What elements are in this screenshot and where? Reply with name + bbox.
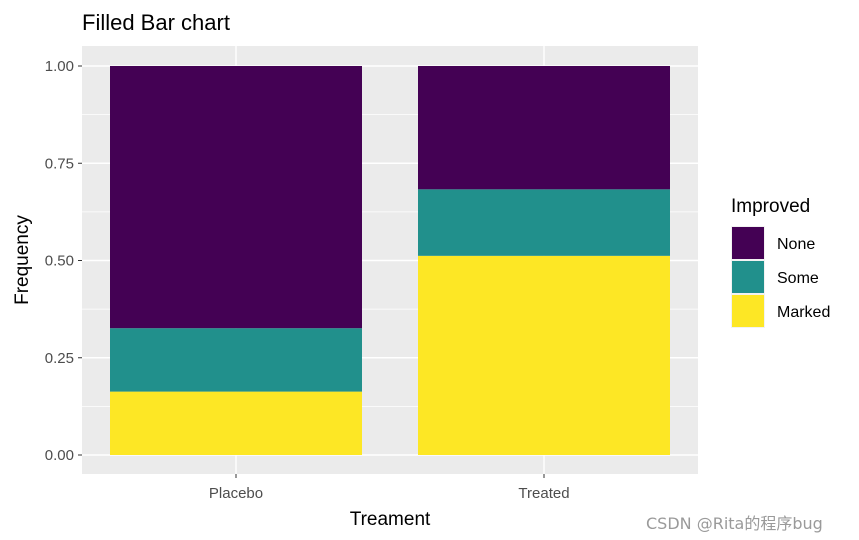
bar-placebo-marked xyxy=(110,391,362,455)
x-tick-label: Placebo xyxy=(209,485,263,502)
bar-placebo-some xyxy=(110,328,362,392)
y-axis: 0.00 0.25 0.50 0.75 1.00 xyxy=(45,58,82,464)
y-tick-label: 0.75 xyxy=(45,155,74,172)
x-axis: Placebo Treated xyxy=(209,474,570,502)
x-axis-title: Treament xyxy=(350,509,431,530)
legend-label-some: Some xyxy=(777,270,819,287)
bar-treated-none xyxy=(418,66,670,190)
y-tick-label: 0.00 xyxy=(45,447,74,464)
legend-swatch-some xyxy=(732,261,764,293)
x-tick-label: Treated xyxy=(518,485,569,502)
bar-treated-some xyxy=(418,189,670,256)
chart-title: Filled Bar chart xyxy=(82,10,230,35)
legend-title: Improved xyxy=(731,196,810,217)
legend-label-marked: Marked xyxy=(777,304,830,321)
y-tick-label: 0.25 xyxy=(45,350,74,367)
legend-label-none: None xyxy=(777,236,815,253)
bar-treated-marked xyxy=(418,255,670,455)
y-tick-label: 0.50 xyxy=(45,253,74,270)
legend-swatch-none xyxy=(732,227,764,259)
watermark: CSDN @Rita的程序bug xyxy=(646,514,823,533)
y-axis-title: Frequency xyxy=(12,215,33,305)
y-tick-label: 1.00 xyxy=(45,58,74,75)
bar-placebo-none xyxy=(110,66,362,329)
legend-swatch-marked xyxy=(732,295,764,327)
legend: Improved None Some Marked xyxy=(731,196,830,328)
bars xyxy=(110,66,670,455)
